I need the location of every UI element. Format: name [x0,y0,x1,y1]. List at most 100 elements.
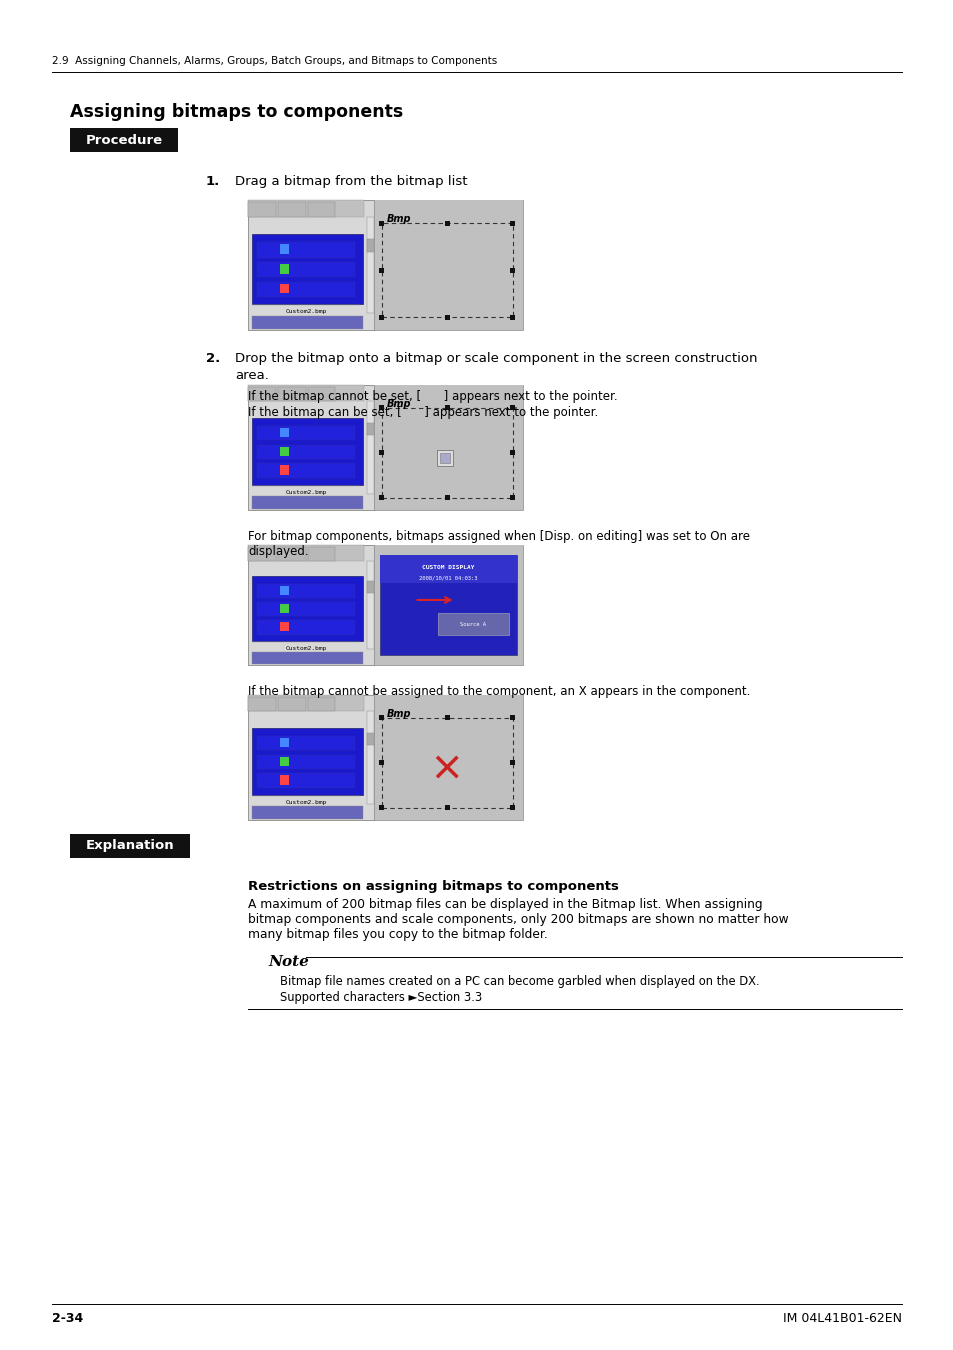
Bar [436,450,453,466]
Text: If the bitmap cannot be set, [      ] appears next to the pointer.: If the bitmap cannot be set, [ ] appears… [248,390,617,404]
Bar [381,223,512,317]
Bar [379,716,384,720]
Bar [367,711,375,803]
Bar [252,234,363,304]
Bar [510,805,515,810]
Bar [381,408,512,498]
Bar [279,466,288,475]
Text: Assigning bitmaps to components: Assigning bitmaps to components [70,103,403,122]
Bar [257,242,355,258]
Bar [380,555,517,583]
Text: Custom2.bmp: Custom2.bmp [285,801,327,805]
Text: 2008/10/01 04:03:3: 2008/10/01 04:03:3 [419,575,477,580]
Bar [257,585,355,598]
Bar [277,697,305,711]
Bar [279,603,288,613]
Bar [248,697,275,711]
Bar [279,284,288,293]
Bar [307,547,335,560]
Bar [248,695,522,819]
Bar [257,602,355,617]
Bar [257,282,355,297]
Bar [277,201,305,217]
Bar [444,315,449,320]
Bar [380,555,517,655]
Text: 2.9  Assigning Channels, Alarms, Groups, Batch Groups, and Bitmaps to Components: 2.9 Assigning Channels, Alarms, Groups, … [52,55,497,66]
Bar [279,586,288,595]
Bar [248,385,364,401]
Bar [367,560,375,649]
Bar [379,405,384,410]
Bar [510,267,515,273]
Bar [437,613,508,636]
Text: 1.: 1. [206,176,220,188]
Bar [439,454,449,463]
Bar [257,425,355,440]
Bar [307,386,335,401]
Bar [252,316,363,328]
Bar [252,497,363,509]
Bar [252,417,363,485]
Bar [248,545,375,666]
Bar [379,267,384,273]
Text: 2.: 2. [206,352,220,365]
Bar [252,652,363,664]
Bar [444,405,449,410]
Bar [252,576,363,641]
Bar [510,405,515,410]
Bar [248,545,364,560]
Bar [379,315,384,320]
Bar [379,805,384,810]
Text: bitmap components and scale components, only 200 bitmaps are shown no matter how: bitmap components and scale components, … [248,913,788,926]
Bar [279,775,288,784]
Text: Explanation: Explanation [86,840,174,852]
Bar [367,401,375,494]
Bar [248,201,275,217]
Bar [307,697,335,711]
Text: Bmp: Bmp [386,398,411,409]
Bar [248,545,522,666]
Bar [279,447,288,456]
Text: Source A: Source A [460,621,486,626]
Bar [367,217,375,313]
Bar [510,495,515,500]
Bar [510,760,515,765]
Bar [381,717,512,807]
Bar [367,733,375,745]
Bar [257,262,355,277]
Bar [257,463,355,478]
Bar [379,495,384,500]
Text: displayed.: displayed. [248,545,309,558]
Bar [444,495,449,500]
Bar [279,265,288,274]
Bar [367,580,375,593]
Text: A maximum of 200 bitmap files can be displayed in the Bitmap list. When assignin: A maximum of 200 bitmap files can be dis… [248,898,761,911]
Bar [510,716,515,720]
Bar [510,315,515,320]
Bar [257,444,355,459]
Text: CUSTOM DISPLAY: CUSTOM DISPLAY [422,566,475,570]
Bar [248,695,375,819]
Text: area.: area. [234,369,269,382]
Text: Custom2.bmp: Custom2.bmp [285,309,327,315]
Text: Drag a bitmap from the bitmap list: Drag a bitmap from the bitmap list [234,176,467,188]
Bar [277,547,305,560]
Text: If the bitmap cannot be assigned to the component, an X appears in the component: If the bitmap cannot be assigned to the … [248,684,750,698]
Bar [248,200,522,329]
Bar [279,244,288,254]
Bar [375,200,522,329]
Bar [279,428,288,437]
Bar [510,450,515,455]
Bar [375,385,522,510]
Text: Custom2.bmp: Custom2.bmp [285,645,327,651]
Bar [444,221,449,225]
Text: Drop the bitmap onto a bitmap or scale component in the screen construction: Drop the bitmap onto a bitmap or scale c… [234,352,757,365]
Text: IM 04L41B01-62EN: IM 04L41B01-62EN [782,1312,901,1324]
Bar [375,545,522,666]
Bar [375,695,522,819]
Bar [70,128,178,153]
Text: For bitmap components, bitmaps assigned when [Disp. on editing] was set to On ar: For bitmap components, bitmaps assigned … [248,531,749,543]
Bar [367,423,375,435]
Bar [248,200,364,217]
Bar [252,728,363,795]
